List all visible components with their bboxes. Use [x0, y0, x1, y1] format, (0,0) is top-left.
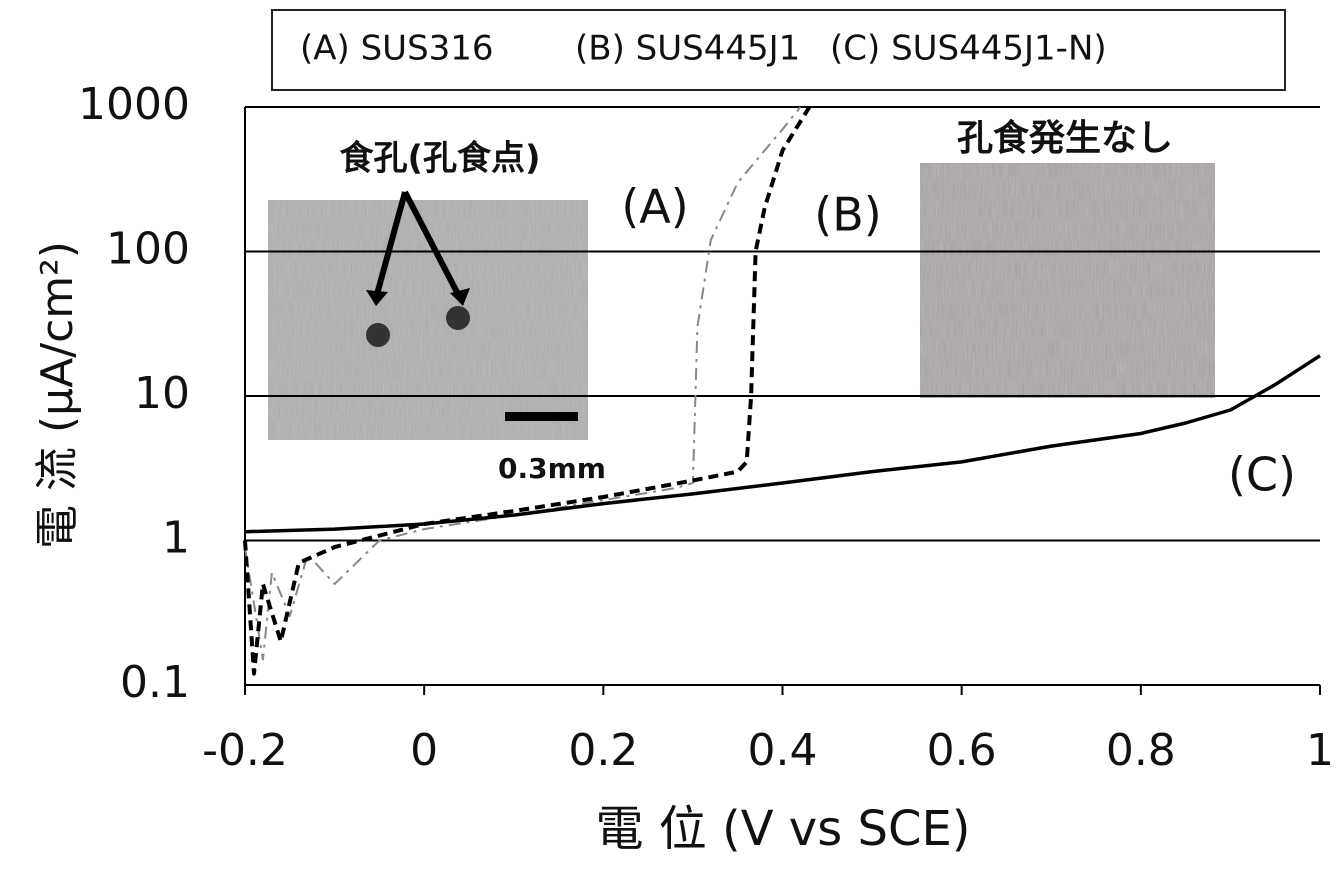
annotation: (B): [814, 188, 881, 242]
legend-entry: (B) SUS445J1: [575, 29, 800, 69]
legend-entry: (C) SUS445J1-N): [830, 29, 1107, 69]
y-tick-label: 100: [106, 224, 190, 275]
chart: 電 流 (μA/cm²) 電 位 (V vs SCE) 0.1110100100…: [0, 0, 1337, 874]
x-tick-label: 0.2: [568, 725, 638, 776]
x-tick-label: 0.4: [748, 725, 818, 776]
legend-entry: (A) SUS316: [300, 29, 494, 69]
x-tick-label: 1: [1306, 725, 1334, 776]
x-tick-label: -0.2: [202, 725, 288, 776]
y-axis-label: 電 流 (μA/cm²): [32, 241, 83, 549]
annotation: 孔食発生なし: [957, 118, 1173, 159]
photo-left: [268, 192, 588, 440]
y-tick-label: 1000: [78, 79, 190, 130]
photo-right: [920, 163, 1215, 398]
annotation: (C): [1228, 448, 1296, 502]
x-tick-label: 0.6: [927, 725, 997, 776]
x-tick-label: 0.8: [1106, 725, 1176, 776]
y-tick-label: 1: [162, 513, 190, 564]
x-axis-label: 電 位 (V vs SCE): [595, 801, 970, 857]
y-tick-label: 10: [134, 368, 190, 419]
annotation: 食孔(孔食点): [339, 139, 540, 179]
x-tick-label: 0: [410, 725, 438, 776]
y-tick-label: 0.1: [120, 657, 190, 708]
annotation: 0.3mm: [498, 452, 606, 485]
annotation: (A): [621, 180, 688, 234]
